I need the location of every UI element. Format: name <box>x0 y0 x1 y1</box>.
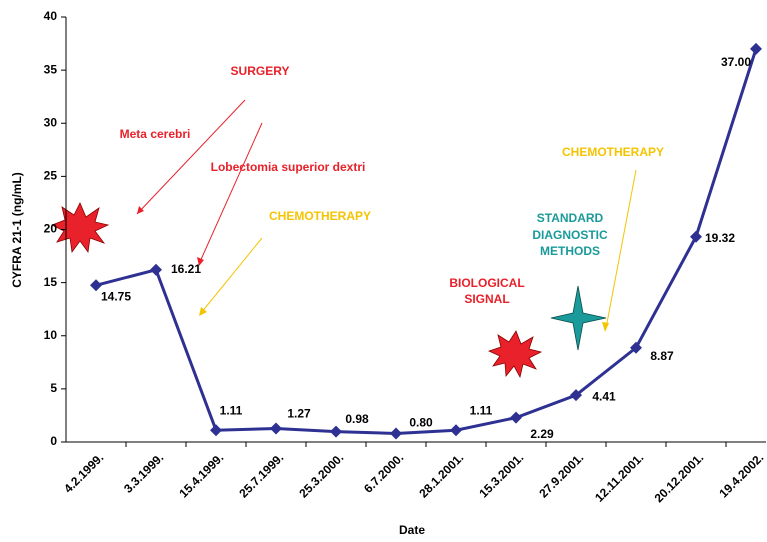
y-tick-label: 10 <box>44 328 58 342</box>
x-tick-label: 15.4.1999. <box>176 450 226 500</box>
y-tick-label: 40 <box>44 9 58 23</box>
y-tick-label: 35 <box>44 62 58 76</box>
annotation: BIOLOGICAL <box>449 276 524 290</box>
y-tick-label: 15 <box>44 275 58 289</box>
value-label: 37.00 <box>721 55 751 69</box>
marker <box>750 42 762 55</box>
y-tick-label: 0 <box>50 434 57 448</box>
x-tick-label: 6.7.2000. <box>361 450 406 495</box>
marker <box>570 389 582 402</box>
annotation: METHODS <box>540 244 600 258</box>
value-label: 0.80 <box>409 416 433 430</box>
value-label: 1.27 <box>287 407 311 421</box>
arrow <box>136 99 246 215</box>
burst <box>487 330 543 379</box>
y-tick-label: 5 <box>50 381 57 395</box>
value-label: 1.11 <box>470 403 493 417</box>
annotation: CHEMOTHERAPY <box>269 209 371 223</box>
x-tick-label: 19.4.2002. <box>716 450 766 500</box>
x-tick-label: 25.7.1999. <box>236 450 286 500</box>
value-label: 19.32 <box>705 231 735 245</box>
x-tick-label: 4.2.1999. <box>61 450 106 495</box>
y-tick-label: 25 <box>44 169 58 183</box>
marker <box>450 424 462 437</box>
star <box>550 285 607 351</box>
value-label: 8.87 <box>650 349 674 363</box>
marker <box>150 263 162 276</box>
arrowhead <box>137 206 144 214</box>
marker <box>690 230 702 243</box>
annotation: SURGERY <box>231 64 290 78</box>
annotation: DIAGNOSTIC <box>532 228 608 242</box>
annotation: Meta cerebri <box>120 127 191 141</box>
x-tick-label: 12.11.2001. <box>592 450 646 504</box>
y-tick-label: 20 <box>44 222 58 236</box>
value-label: 16.21 <box>171 262 201 276</box>
marker <box>510 411 522 424</box>
annotation: SIGNAL <box>464 292 509 306</box>
arrow <box>200 237 263 314</box>
x-tick-label: 3.3.1999. <box>121 450 166 495</box>
y-axis-title: CYFRA 21-1 (ng/mL) <box>10 172 24 288</box>
x-tick-label: 27.9.2001. <box>536 450 586 500</box>
y-tick-label: 30 <box>44 115 58 129</box>
value-label: 4.41 <box>592 389 616 403</box>
arrowhead <box>199 307 207 316</box>
annotation: STANDARD <box>537 211 604 225</box>
arrowhead <box>602 322 609 332</box>
x-tick-label: 25.3.2000. <box>296 450 346 500</box>
marker <box>390 427 402 440</box>
marker <box>270 422 282 435</box>
value-label: 14.75 <box>101 289 131 303</box>
marker <box>210 424 222 437</box>
value-label: 1.11 <box>220 403 243 417</box>
arrow <box>605 169 637 329</box>
data-line <box>95 48 758 436</box>
marker <box>330 425 342 438</box>
arrow <box>198 122 263 265</box>
x-axis-title: Date <box>399 523 425 537</box>
burst <box>51 202 110 254</box>
x-tick-label: 28.1.2001. <box>416 450 466 500</box>
marker <box>630 341 642 354</box>
value-label: 2.29 <box>530 427 554 441</box>
arrowhead <box>197 257 204 266</box>
value-label: 0.98 <box>345 412 369 426</box>
marker <box>90 279 102 292</box>
annotation: CHEMOTHERAPY <box>562 145 664 159</box>
x-tick-label: 20.12.2001. <box>652 450 707 505</box>
annotation: Lobectomia superior dextri <box>211 160 366 174</box>
x-tick-label: 15.3.2001. <box>476 450 526 500</box>
